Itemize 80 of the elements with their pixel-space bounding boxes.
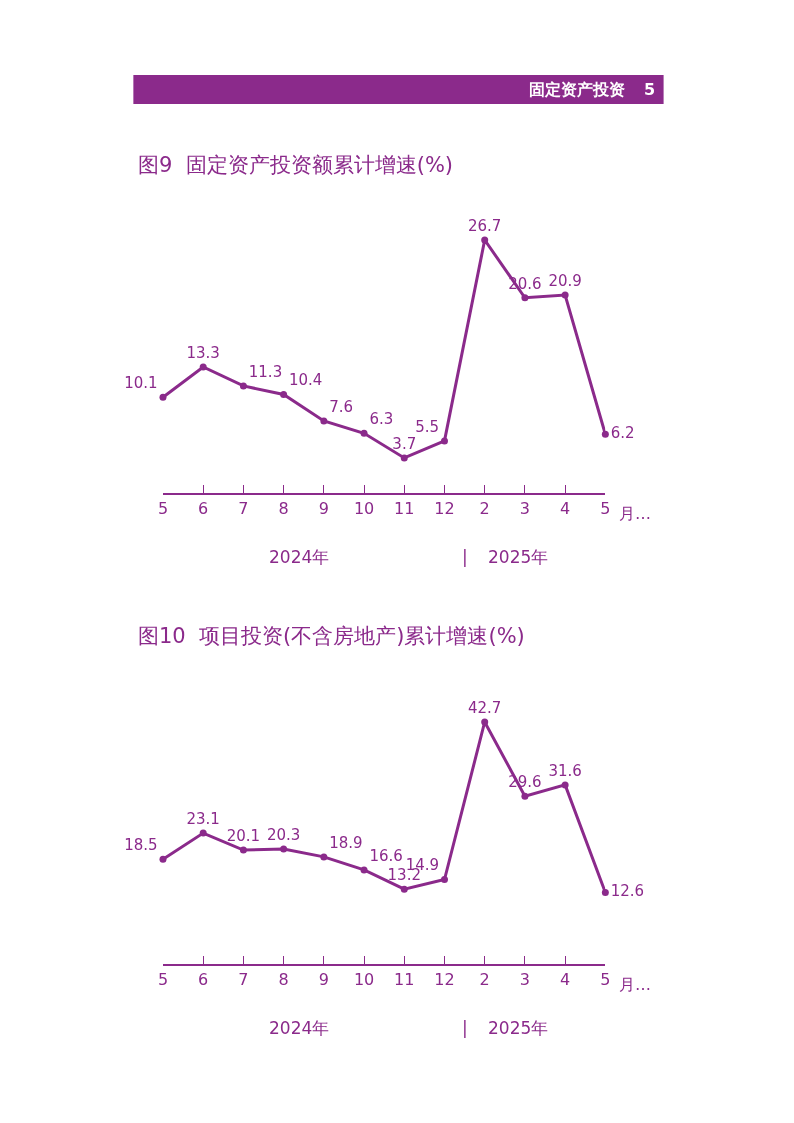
point bbox=[601, 889, 609, 897]
text: 2025年 bbox=[488, 1018, 549, 1038]
point bbox=[521, 294, 529, 302]
point bbox=[440, 437, 448, 445]
data-label: 23.1 bbox=[186, 809, 220, 828]
point bbox=[239, 382, 247, 390]
data-label: 5.5 bbox=[415, 417, 440, 436]
point bbox=[159, 855, 167, 863]
data-label: 7.6 bbox=[329, 397, 354, 416]
data-label: 31.6 bbox=[548, 761, 582, 780]
x-tick-label: 4 bbox=[560, 969, 571, 989]
x-tick-label: 11 bbox=[394, 498, 415, 518]
text: 2025年 bbox=[488, 547, 549, 567]
text: | bbox=[462, 547, 468, 567]
x-tick-label: 8 bbox=[278, 969, 289, 989]
x-tick-label: 6 bbox=[198, 969, 209, 989]
data-label: 13.3 bbox=[186, 343, 220, 362]
point bbox=[440, 876, 448, 884]
data-label: 10.4 bbox=[289, 371, 323, 390]
x-tick-label: 8 bbox=[278, 498, 289, 518]
x-tick-label: 7 bbox=[238, 498, 249, 518]
chart-title: 图10 项目投资(不含房地产)累计增速(%) bbox=[138, 624, 525, 648]
data-label: 6.2 bbox=[610, 424, 635, 442]
point bbox=[400, 454, 408, 462]
point bbox=[481, 718, 489, 726]
text: 2024年 bbox=[269, 547, 330, 567]
x-tick-label: 9 bbox=[318, 969, 329, 989]
point bbox=[320, 853, 328, 861]
data-label: 6.3 bbox=[369, 410, 394, 429]
point bbox=[320, 417, 328, 425]
data-label: 10.1 bbox=[124, 374, 158, 393]
x-tick-label: 12 bbox=[434, 969, 455, 989]
point bbox=[360, 429, 368, 437]
point bbox=[199, 829, 207, 837]
x-tick-label: 11 bbox=[394, 969, 415, 989]
data-label: 3.7 bbox=[392, 434, 417, 453]
x-tick-label: 2 bbox=[479, 498, 490, 518]
point bbox=[481, 236, 489, 244]
data-label: 18.5 bbox=[124, 836, 158, 855]
text: 2024年 bbox=[269, 1018, 330, 1038]
data-label: 20.1 bbox=[226, 826, 261, 845]
x-tick-label: 3 bbox=[519, 969, 531, 989]
x-tick-label: 2 bbox=[479, 969, 490, 989]
x-tick-label: 4 bbox=[560, 498, 571, 518]
x-axis-title: 月… bbox=[619, 975, 651, 994]
data-label: 12.6 bbox=[610, 882, 645, 901]
point bbox=[601, 430, 609, 438]
data-label: 18.9 bbox=[329, 833, 363, 852]
point bbox=[521, 792, 529, 800]
point bbox=[199, 363, 207, 371]
point bbox=[239, 846, 247, 854]
x-tick-label: 5 bbox=[600, 969, 611, 989]
x-tick-label: 10 bbox=[353, 969, 375, 989]
point bbox=[561, 781, 569, 789]
point bbox=[360, 866, 368, 874]
data-label: 42.7 bbox=[467, 698, 502, 717]
text: 固定资产投资 bbox=[529, 80, 625, 99]
x-tick-label: 3 bbox=[519, 498, 531, 518]
point bbox=[400, 885, 408, 893]
data-label: 20.3 bbox=[266, 825, 301, 844]
point bbox=[280, 845, 288, 853]
x-tick-label: 9 bbox=[318, 498, 329, 518]
data-label: 26.7 bbox=[467, 216, 502, 235]
point bbox=[280, 390, 288, 398]
data-label: 11.3 bbox=[248, 362, 283, 381]
data-label: 20.9 bbox=[548, 271, 582, 290]
text: | bbox=[462, 1018, 468, 1038]
x-tick-label: 5 bbox=[600, 498, 611, 518]
x-tick-label: 7 bbox=[238, 969, 249, 989]
x-tick-label: 5 bbox=[157, 969, 169, 989]
chart-title: 图9 固定资产投资额累计增速(%) bbox=[138, 153, 454, 177]
x-tick-label: 10 bbox=[353, 498, 375, 518]
point bbox=[159, 393, 167, 401]
x-tick-label: 6 bbox=[198, 498, 209, 518]
point bbox=[561, 291, 569, 299]
x-axis-title: 月… bbox=[619, 504, 651, 523]
x-tick-label: 5 bbox=[157, 498, 169, 518]
text: 5 bbox=[644, 80, 656, 99]
data-label: 16.6 bbox=[369, 846, 403, 865]
x-tick-label: 12 bbox=[434, 498, 455, 518]
